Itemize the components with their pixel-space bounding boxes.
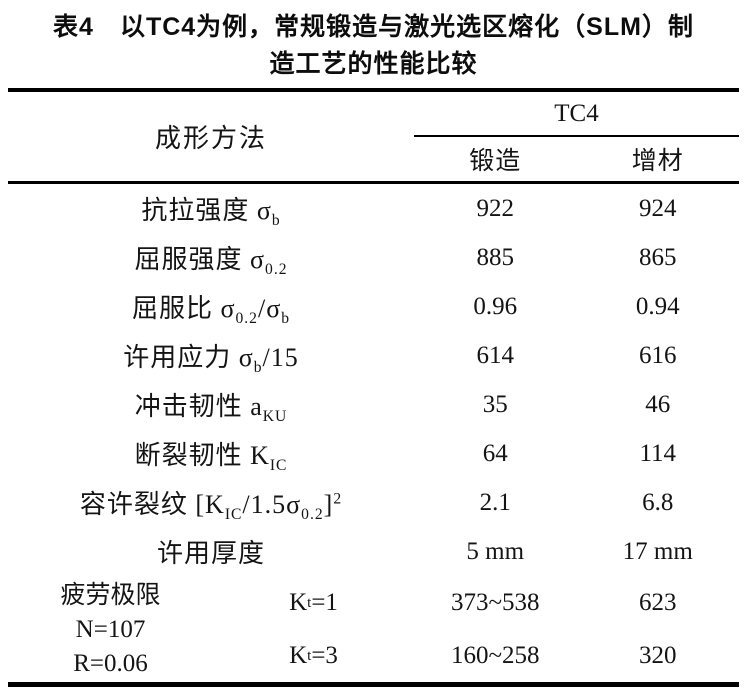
additive-value: 320 (639, 641, 677, 669)
table-caption: 表4 以TC4为例，常规锻造与激光选区熔化（SLM）制 造工艺的性能比较 (0, 0, 747, 83)
additive-value: 865 (639, 243, 677, 271)
row-label: 屈服比 σ0.2/σb (131, 294, 291, 328)
row-label: 许用应力 σb/15 (123, 343, 299, 377)
additive-value: 6.8 (642, 488, 674, 516)
row-label: 抗拉强度 σb (141, 196, 281, 230)
table-row-tensile-strength: 抗拉强度 σb 922 924 (8, 184, 739, 233)
table-row-impact-toughness: 冲击韧性 aKU 35 46 (8, 380, 739, 429)
row-label: 许用厚度 (156, 539, 265, 568)
fatigue-condition-label: 疲劳极限 (60, 582, 161, 609)
row-label: 断裂韧性 KIC (134, 441, 288, 475)
header-subcolumns: 锻造 增材 (414, 137, 739, 181)
table-row-yield-ratio: 屈服比 σ0.2/σb 0.96 0.94 (8, 282, 739, 331)
table-row-fracture-toughness: 断裂韧性 KIC 64 114 (8, 429, 739, 478)
forge-value: 922 (476, 194, 515, 222)
forge-value: 64 (482, 439, 508, 467)
forge-value: 0.96 (473, 292, 518, 320)
fatigue-forge-column: 373~538 160~258 (414, 576, 577, 682)
additive-value: 17 mm (622, 537, 693, 565)
forge-value: 373~538 (450, 588, 540, 616)
forge-value: 614 (476, 341, 515, 369)
header-col-forge: 锻造 (469, 148, 522, 175)
fatigue-condition-block: 疲劳极限 N=107 R=0.06 (8, 576, 213, 682)
row-label: 屈服强度 σ0.2 (134, 245, 288, 279)
table-header: 成形方法 TC4 锻造 增材 (8, 92, 739, 184)
additive-value: 46 (645, 390, 671, 418)
table-row-allowable-thickness: 许用厚度 5 mm 17 mm (8, 527, 739, 576)
table-caption-line1: 表4 以TC4为例，常规锻造与激光选区熔化（SLM）制 (53, 13, 694, 41)
table-caption-line2: 造工艺的性能比较 (269, 50, 478, 78)
header-col-additive: 增材 (631, 148, 684, 175)
table-row-yield-strength: 屈服强度 σ0.2 885 865 (8, 233, 739, 282)
additive-value: 0.94 (635, 292, 680, 320)
table-row-allowable-crack: 容许裂纹 [KIC/1.5σ0.2]2 2.1 6.8 (8, 478, 739, 527)
row-label: 容许裂纹 [KIC/1.5σ0.2]2 (79, 490, 343, 524)
forge-value: 5 mm (466, 537, 525, 565)
additive-value: 616 (639, 341, 677, 369)
forge-value: 885 (476, 243, 515, 271)
forge-value: 2.1 (479, 488, 511, 516)
fatigue-condition-ratio: R=0.06 (73, 650, 148, 677)
row-label: 冲击韧性 aKU (134, 392, 288, 426)
header-group: TC4 锻造 增材 (414, 92, 739, 181)
forge-value: 35 (482, 390, 508, 418)
additive-value: 114 (639, 439, 677, 467)
comparison-table: 成形方法 TC4 锻造 增材 抗拉强度 σb 922 924 屈服强度 σ0.2… (8, 88, 739, 687)
additive-value: 924 (639, 194, 677, 222)
forge-value: 160~258 (450, 641, 540, 669)
header-group-label: TC4 (414, 92, 739, 137)
fatigue-condition-cycles: N=107 (75, 616, 146, 643)
fatigue-additive-column: 623 320 (577, 576, 740, 682)
table-row-allowable-stress: 许用应力 σb/15 614 616 (8, 331, 739, 380)
additive-value: 623 (639, 588, 677, 616)
header-method-label: 成形方法 (154, 124, 267, 153)
